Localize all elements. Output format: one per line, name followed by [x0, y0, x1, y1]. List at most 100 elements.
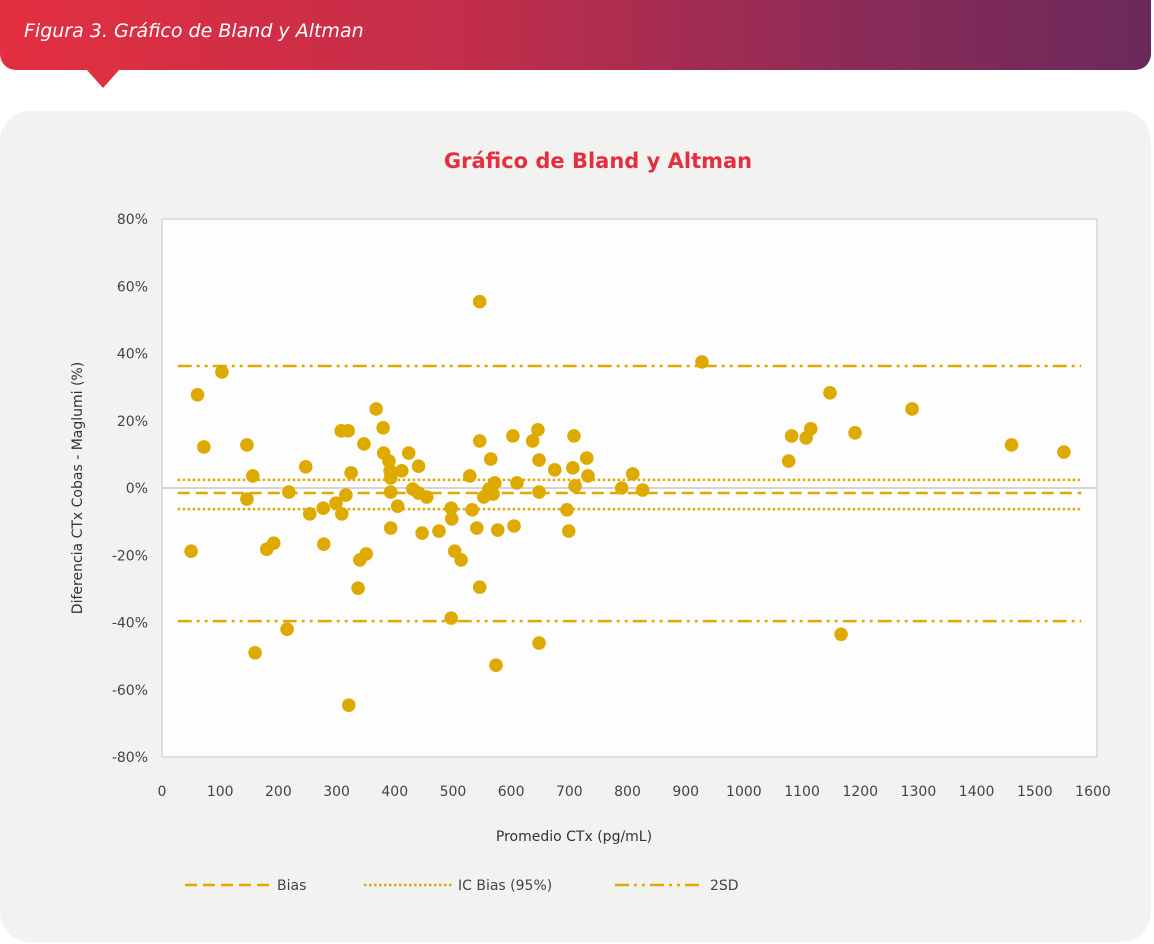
x-tick-label: 200	[265, 784, 292, 800]
data-point	[531, 423, 545, 437]
data-point	[490, 523, 505, 537]
data-point	[506, 429, 520, 443]
data-point	[369, 402, 383, 416]
figure-title: Figura 3. Gráfico de Bland y Altman	[24, 20, 364, 42]
x-tick-label: 1300	[901, 784, 937, 800]
data-point	[561, 524, 576, 538]
data-point	[823, 386, 837, 400]
data-point	[419, 490, 434, 504]
data-point	[614, 481, 629, 495]
data-point	[532, 485, 546, 499]
data-point	[383, 471, 398, 485]
data-point	[781, 454, 796, 468]
data-point	[197, 440, 211, 454]
data-point	[803, 422, 818, 436]
data-point	[463, 469, 477, 483]
data-point	[411, 459, 426, 473]
data-point	[316, 537, 331, 551]
x-tick-label: 1000	[726, 784, 762, 800]
data-point	[341, 698, 356, 713]
y-tick-label: 80%	[117, 212, 148, 228]
data-point	[532, 636, 546, 650]
data-point	[394, 464, 409, 478]
x-tick-label: 600	[498, 784, 525, 800]
data-point	[266, 536, 281, 550]
data-point	[344, 466, 358, 480]
legend: Bias IC Bias (95%) 2SD	[185, 878, 739, 894]
data-point	[282, 485, 296, 499]
data-point	[357, 437, 371, 451]
data-point	[1004, 438, 1019, 452]
data-point	[784, 429, 799, 443]
data-point	[444, 501, 458, 515]
y-axis-label: Diferencia CTx Cobas - Maglumi (%)	[70, 362, 86, 614]
data-point	[190, 388, 205, 402]
data-point	[472, 434, 487, 448]
data-point	[834, 627, 848, 642]
data-point	[547, 463, 562, 477]
data-point	[525, 434, 540, 448]
data-point	[472, 294, 487, 309]
y-tick-label: -40%	[112, 616, 148, 632]
y-tick-label: -80%	[112, 750, 148, 766]
data-point	[581, 469, 595, 483]
data-point	[695, 355, 709, 369]
x-axis-label: Promedio CTx (pg/mL)	[496, 829, 652, 845]
data-point	[507, 519, 521, 533]
x-tick-label: 100	[207, 784, 234, 800]
data-point	[905, 402, 919, 416]
legend-ic-label: IC Bias (95%)	[458, 878, 552, 894]
data-point	[469, 521, 484, 535]
legend-bias-label: Bias	[277, 878, 306, 894]
x-tick-label: 300	[323, 784, 350, 800]
x-tick-label: 1200	[842, 784, 878, 800]
data-point	[334, 507, 349, 521]
y-tick-label: 20%	[117, 414, 148, 430]
data-point	[401, 446, 416, 460]
data-point	[316, 501, 330, 515]
x-tick-label: 0	[158, 784, 167, 800]
data-point	[184, 544, 198, 559]
data-point	[245, 469, 260, 483]
data-point	[444, 611, 458, 625]
x-tick-label: 1100	[784, 784, 820, 800]
figure-banner: Figura 3. Gráfico de Bland y Altman	[0, 0, 1151, 70]
banner-pointer	[86, 69, 120, 88]
data-point	[248, 645, 262, 660]
y-tick-label: -60%	[112, 683, 148, 699]
y-tick-label: 40%	[117, 347, 148, 363]
data-point	[302, 507, 317, 521]
y-tick-label: 60%	[117, 279, 148, 295]
data-point	[1057, 445, 1071, 459]
data-point	[341, 424, 356, 438]
data-point	[240, 438, 254, 452]
data-point	[432, 524, 446, 538]
data-point	[625, 467, 640, 481]
data-point	[359, 547, 374, 561]
data-point	[351, 581, 365, 596]
data-point	[329, 496, 343, 510]
data-point	[390, 499, 405, 513]
data-point	[568, 479, 582, 493]
x-tick-label: 900	[672, 784, 699, 800]
data-point	[848, 426, 862, 440]
data-point	[215, 365, 229, 379]
data-point	[280, 622, 294, 637]
data-point	[454, 553, 468, 567]
data-point	[483, 452, 498, 466]
x-tick-label: 1500	[1017, 784, 1053, 800]
y-tick-label: 0%	[126, 481, 148, 497]
data-point	[635, 483, 650, 497]
data-point	[489, 658, 503, 673]
x-tick-label: 700	[556, 784, 583, 800]
x-tick-label: 1400	[959, 784, 995, 800]
data-point	[566, 461, 580, 475]
data-point	[339, 488, 353, 502]
data-point	[510, 476, 524, 490]
data-point	[240, 492, 254, 506]
data-point	[579, 451, 594, 465]
data-point	[532, 453, 546, 467]
data-point	[376, 421, 390, 435]
legend-2sd-label: 2SD	[710, 878, 739, 894]
